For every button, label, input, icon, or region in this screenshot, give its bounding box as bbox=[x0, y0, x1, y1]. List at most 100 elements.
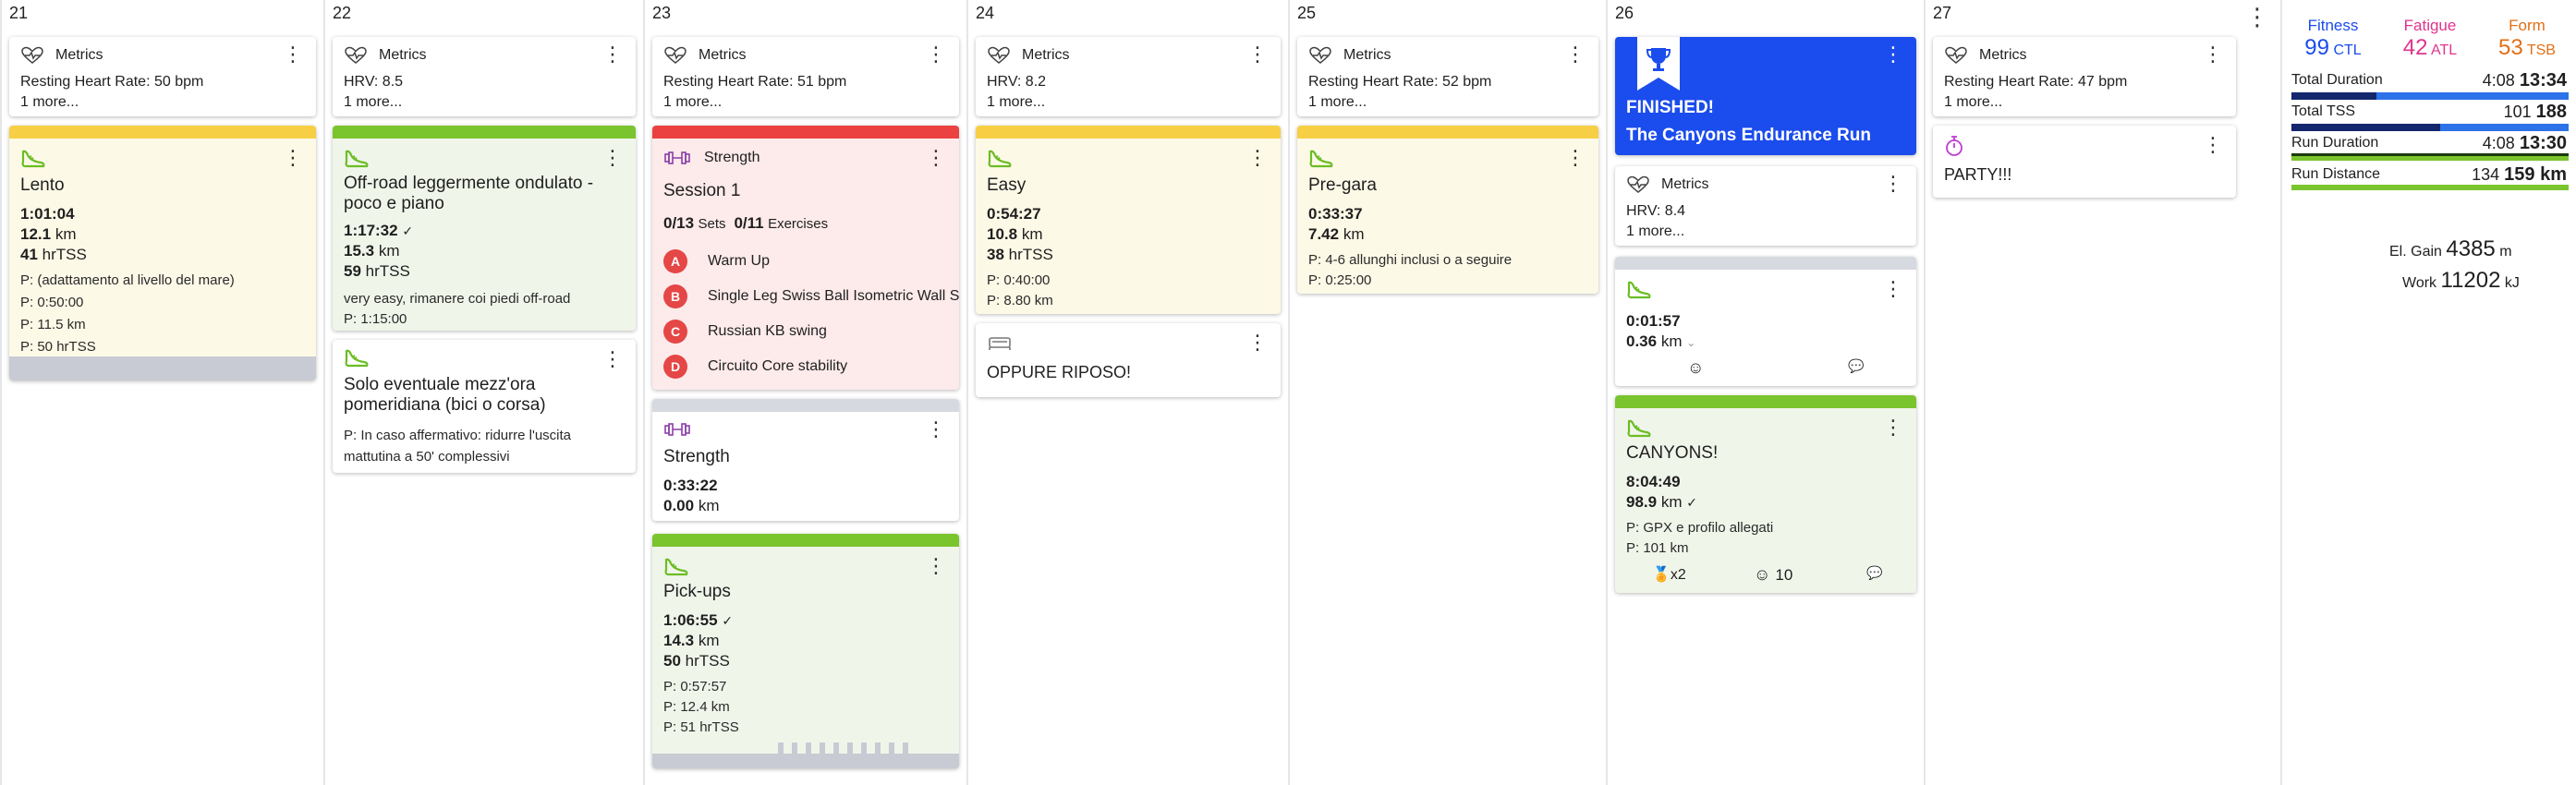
card-menu-icon[interactable]: ⋮ bbox=[2203, 42, 2223, 66]
workout-title: Off-road leggermente ondulato - poco e p… bbox=[344, 174, 594, 213]
kudos-icon[interactable]: 🏅x2 bbox=[1652, 567, 1686, 583]
card-menu-icon[interactable]: ⋮ bbox=[602, 347, 623, 370]
day-column-27[interactable]: 27 ⋮ Metrics ⋮ Resting Heart Rate: 47 bp… bbox=[1924, 0, 2280, 785]
form-stat[interactable]: Form 53 TSB bbox=[2498, 17, 2556, 60]
sport-row bbox=[344, 148, 370, 170]
bed-icon bbox=[989, 337, 1011, 350]
exercise-name: Russian KB swing bbox=[708, 323, 827, 339]
metrics-card[interactable]: Metrics ⋮ Resting Heart Rate: 50 bpm 1 m… bbox=[9, 37, 316, 116]
party-note-card[interactable]: ⋮ PARTY!!! bbox=[1933, 126, 2236, 198]
note-row bbox=[987, 332, 1013, 353]
day-number: 26 bbox=[1615, 4, 1634, 22]
card-menu-icon[interactable]: ⋮ bbox=[602, 146, 623, 169]
more-link[interactable]: 1 more... bbox=[663, 94, 723, 110]
workout-card-canyons[interactable]: ⋮ CANYONS! 8:04:49 98.9 km ✓ P: GPX e pr… bbox=[1615, 395, 1916, 593]
metrics-header: Metrics bbox=[1944, 46, 2027, 65]
metrics-card[interactable]: Metrics ⋮ Resting Heart Rate: 52 bpm 1 m… bbox=[1297, 37, 1598, 116]
strength-card[interactable]: ⋮ Strength 0:33:22 0.00 km bbox=[652, 399, 959, 521]
sport-row bbox=[1308, 148, 1334, 170]
day-column-23[interactable]: 23 Metrics ⋮ Resting Heart Rate: 51 bpm … bbox=[643, 0, 966, 785]
card-menu-icon[interactable]: ⋮ bbox=[926, 42, 946, 66]
comments-icon[interactable]: 💬 bbox=[1848, 358, 1865, 373]
day-column-25[interactable]: 25 Metrics ⋮ Resting Heart Rate: 52 bpm … bbox=[1288, 0, 1606, 785]
strength-session-card[interactable]: Strength ⋮ Session 1 0/13 Sets 0/11 Exer… bbox=[652, 126, 959, 390]
day-column-26[interactable]: 26 ⋮ FINISHED! The Canyons Endurance Run… bbox=[1606, 0, 1924, 785]
day-column-22[interactable]: 22 Metrics ⋮ HRV: 8.5 1 more... ⋮ Off-ro… bbox=[323, 0, 643, 785]
more-link[interactable]: 1 more... bbox=[1308, 94, 1367, 110]
day-column-21[interactable]: 21 Metrics ⋮ Resting Heart Rate: 50 bpm … bbox=[0, 0, 323, 785]
smile-icon[interactable]: ☺ 10 bbox=[1754, 565, 1793, 584]
exercise-letter-badge: B bbox=[663, 284, 687, 308]
card-menu-icon[interactable]: ⋮ bbox=[1883, 416, 1903, 439]
smile-icon[interactable]: ☺ bbox=[1687, 358, 1705, 377]
exercise-item[interactable]: A Warm Up bbox=[663, 249, 770, 273]
fitness-stat[interactable]: Fitness 99 CTL bbox=[2304, 17, 2362, 60]
heart-pulse-icon bbox=[988, 46, 1010, 64]
card-menu-icon[interactable]: ⋮ bbox=[1565, 146, 1586, 169]
card-menu-icon[interactable]: ⋮ bbox=[283, 146, 303, 169]
card-menu-icon[interactable]: ⋮ bbox=[602, 42, 623, 66]
workout-distance: 12.1 km bbox=[20, 225, 77, 243]
exercise-name: Single Leg Swiss Ball Isometric Wall S..… bbox=[708, 288, 959, 304]
card-menu-icon[interactable]: ⋮ bbox=[1565, 42, 1586, 66]
compliance-bar bbox=[1615, 257, 1916, 270]
workout-duration: 0:54:27 bbox=[987, 205, 1041, 223]
metrics-card[interactable]: Metrics ⋮ Resting Heart Rate: 47 bpm 1 m… bbox=[1933, 37, 2236, 116]
workout-tss: 50 hrTSS bbox=[663, 652, 730, 670]
day-number: 25 bbox=[1297, 4, 1317, 22]
workout-card-offroad[interactable]: ⋮ Off-road leggermente ondulato - poco e… bbox=[333, 126, 636, 331]
card-menu-icon[interactable]: ⋮ bbox=[926, 554, 946, 577]
metric-line: Resting Heart Rate: 51 bpm bbox=[663, 74, 847, 90]
day-column-24[interactable]: 24 Metrics ⋮ HRV: 8.2 1 more... ⋮ Easy 0… bbox=[966, 0, 1288, 785]
sport-row bbox=[663, 556, 689, 578]
card-menu-icon[interactable]: ⋮ bbox=[2203, 133, 2223, 156]
card-menu-icon[interactable]: ⋮ bbox=[1247, 146, 1268, 169]
workout-card-optional[interactable]: ⋮ Solo eventuale mezz'ora pomeridiana (b… bbox=[333, 340, 636, 473]
exercise-name: Circuito Core stability bbox=[708, 358, 848, 374]
compliance-bar bbox=[333, 126, 636, 139]
event-title: The Canyons Endurance Run bbox=[1626, 126, 1871, 145]
exercise-item[interactable]: C Russian KB swing bbox=[663, 320, 827, 344]
card-menu-icon[interactable]: ⋮ bbox=[926, 417, 946, 441]
card-menu-icon[interactable]: ⋮ bbox=[1247, 42, 1268, 66]
planned-duration: P: 0:50:00 bbox=[20, 295, 84, 310]
exercise-letter-badge: D bbox=[663, 355, 687, 379]
trophy-ribbon-icon bbox=[1637, 37, 1680, 91]
workout-card-lento[interactable]: ⋮ Lento 1:01:04 12.1 km 41 hrTSS P: (ada… bbox=[9, 126, 316, 380]
card-menu-icon[interactable]: ⋮ bbox=[1883, 277, 1903, 300]
more-link[interactable]: 1 more... bbox=[20, 94, 79, 110]
exercise-item[interactable]: B Single Leg Swiss Ball Isometric Wall S.… bbox=[663, 284, 959, 308]
metrics-header: Metrics bbox=[344, 46, 427, 65]
metrics-card[interactable]: Metrics ⋮ HRV: 8.5 1 more... bbox=[333, 37, 636, 116]
metrics-card[interactable]: Metrics ⋮ HRV: 8.2 1 more... bbox=[976, 37, 1281, 116]
metrics-card[interactable]: Metrics ⋮ Resting Heart Rate: 51 bpm 1 m… bbox=[652, 37, 959, 116]
card-menu-icon[interactable]: ⋮ bbox=[1247, 331, 1268, 354]
workout-distance: 7.42 km bbox=[1308, 225, 1365, 243]
planned-note: P: 4-6 allunghi inclusi o a seguire bbox=[1308, 252, 1513, 268]
card-menu-icon[interactable]: ⋮ bbox=[926, 146, 946, 169]
workout-card-short[interactable]: ⋮ 0:01:57 0.36 km ⌄ ☺ 💬 bbox=[1615, 257, 1916, 386]
heart-pulse-icon bbox=[1945, 46, 1967, 64]
session-title: Session 1 bbox=[663, 181, 741, 200]
card-menu-icon[interactable]: ⋮ bbox=[1883, 42, 1903, 66]
card-menu-icon[interactable]: ⋮ bbox=[1883, 172, 1903, 195]
workout-card-pickups[interactable]: ⋮ Pick-ups 1:06:55 ✓ 14.3 km 50 hrTSS P:… bbox=[652, 534, 959, 768]
more-link[interactable]: 1 more... bbox=[1944, 94, 2003, 110]
rest-note-card[interactable]: ⋮ OPPURE RIPOSO! bbox=[976, 323, 1281, 397]
exercise-item[interactable]: D Circuito Core stability bbox=[663, 355, 847, 379]
comments-icon[interactable]: 💬 bbox=[1866, 565, 1883, 580]
card-menu-icon[interactable]: ⋮ bbox=[283, 42, 303, 66]
day-number: 27 bbox=[1933, 4, 1952, 22]
event-card[interactable]: ⋮ FINISHED! The Canyons Endurance Run bbox=[1615, 37, 1916, 155]
more-link[interactable]: 1 more... bbox=[1626, 223, 1685, 239]
week-menu-icon[interactable]: ⋮ bbox=[2245, 3, 2269, 30]
workout-card-easy[interactable]: ⋮ Easy 0:54:27 10.8 km 38 hrTSS P: 0:40:… bbox=[976, 126, 1281, 314]
metric-line: HRV: 8.2 bbox=[987, 74, 1047, 90]
more-link[interactable]: 1 more... bbox=[344, 94, 403, 110]
fatigue-stat[interactable]: Fatigue 42 ATL bbox=[2402, 17, 2458, 60]
more-link[interactable]: 1 more... bbox=[987, 94, 1046, 110]
metrics-card[interactable]: Metrics ⋮ HRV: 8.4 1 more... bbox=[1615, 166, 1916, 246]
workout-duration: 1:17:32 ✓ bbox=[344, 222, 414, 239]
workout-card-pregara[interactable]: ⋮ Pre-gara 0:33:37 7.42 km P: 4-6 allung… bbox=[1297, 126, 1598, 294]
workout-title: CANYONS! bbox=[1626, 443, 1719, 463]
